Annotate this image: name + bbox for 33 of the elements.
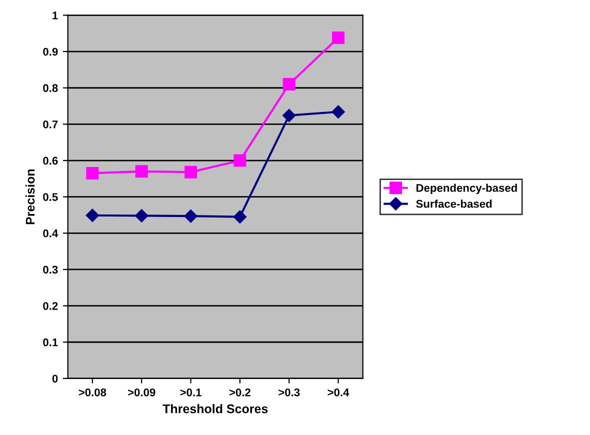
point: [184, 166, 198, 178]
y-tick-label: 0.5: [43, 193, 58, 201]
y-tick-label: 0.1: [43, 338, 58, 346]
x-tick-label: >0.2: [229, 388, 250, 396]
x-tick-label: >0.08: [78, 388, 106, 396]
point: [332, 105, 345, 118]
y-tick-label: 1: [52, 12, 58, 20]
point: [282, 78, 296, 90]
y-tick-label: 0.7: [43, 120, 58, 128]
y-tick-label: 0.2: [43, 302, 58, 310]
point: [234, 154, 246, 167]
x-tick-label: >0.4: [328, 388, 350, 396]
point: [233, 210, 247, 224]
point: [86, 208, 100, 222]
x-axis-title: Threshold Scores: [162, 404, 268, 414]
y-tick-label: 0.4: [43, 229, 58, 238]
point: [184, 210, 198, 223]
point: [86, 166, 99, 180]
y-tick-label: 0.6: [43, 156, 58, 165]
point: [135, 209, 148, 222]
legend-label: Surface-based: [416, 200, 492, 208]
point: [282, 108, 296, 122]
y-tick-label: 0.3: [43, 266, 58, 274]
x-tick-label: >0.3: [278, 388, 300, 396]
y-tick-label: 0: [52, 374, 58, 383]
point: [135, 165, 148, 178]
x-tick-label: >0.09: [128, 388, 156, 396]
legend-label: Dependency-based: [416, 184, 517, 194]
y-axis-title: Precision: [25, 169, 35, 224]
y-tick-label: 0.9: [43, 48, 58, 56]
x-tick-label: >0.1: [180, 388, 202, 396]
point: [332, 31, 345, 44]
y-tick-label: 0.8: [43, 84, 58, 92]
